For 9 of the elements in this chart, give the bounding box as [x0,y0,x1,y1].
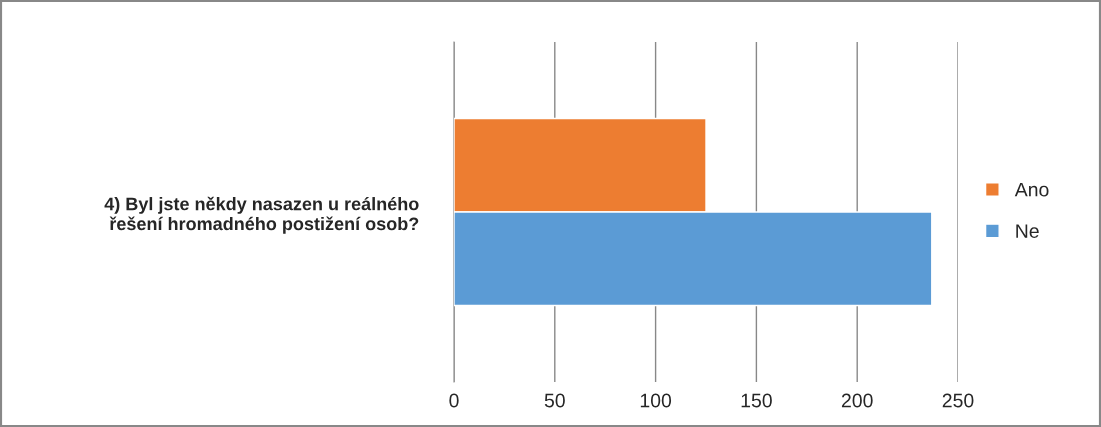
y-tick-label: 4) Byl jste někdy nasazen u reálného řešení hromadného postižení osob? [104,196,419,234]
x-tick-label: 0 [449,393,459,408]
legend-label: Ano [1014,182,1049,197]
x-tick-label: 100 [640,393,672,408]
legend-label: Ne [1016,224,1039,238]
x-tick-label: 50 [544,393,565,408]
x-tick-label: 250 [942,393,974,408]
x-tick-label: 150 [741,393,772,408]
x-tick-label: 200 [841,393,873,408]
